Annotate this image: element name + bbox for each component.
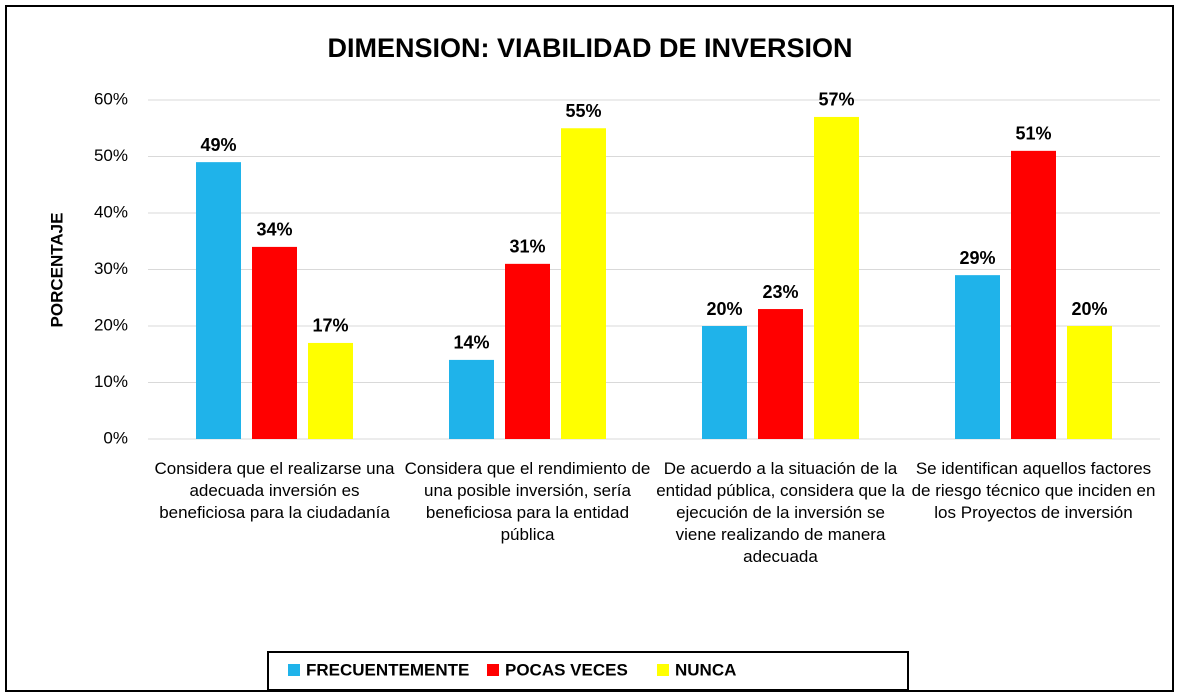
y-tick-label: 10% [94, 372, 128, 391]
bar [196, 162, 241, 439]
data-label: 57% [818, 90, 854, 110]
bar [561, 128, 606, 439]
y-tick-label: 0% [103, 428, 128, 447]
bar [252, 246, 297, 439]
bar [1067, 326, 1112, 439]
legend-swatch [288, 664, 300, 676]
y-tick-label: 60% [94, 89, 128, 108]
bar [955, 275, 1000, 439]
bar [505, 263, 550, 439]
legend-swatch [487, 664, 499, 676]
y-axis-label: PORCENTAJE [47, 213, 66, 328]
data-label: 49% [200, 135, 236, 155]
legend-label: FRECUENTEMENTE [306, 660, 469, 679]
legend-label: NUNCA [675, 660, 736, 679]
data-label: 55% [565, 101, 601, 121]
data-label: 29% [959, 248, 995, 268]
data-label: 51% [1015, 124, 1051, 144]
data-label: 23% [762, 282, 798, 302]
bar [814, 116, 859, 439]
y-tick-label: 20% [94, 315, 128, 334]
bar [308, 342, 353, 439]
y-tick-label: 50% [94, 146, 128, 165]
bar [702, 326, 747, 439]
x-tick-label: Se identifican aquellos factores de ries… [911, 459, 1156, 522]
x-tick-label: Considera que el realizarse una adecuada… [154, 459, 395, 522]
legend-box [267, 651, 909, 691]
bar [758, 309, 803, 439]
legend-label: POCAS VECES [505, 660, 628, 679]
data-label: 14% [453, 333, 489, 353]
data-label: 20% [1071, 299, 1107, 319]
legend-swatch [657, 664, 669, 676]
data-label: 17% [312, 316, 348, 336]
y-tick-label: 40% [94, 202, 128, 221]
data-label: 34% [256, 220, 292, 240]
x-tick-label: De acuerdo a la situación de la entidad … [656, 459, 905, 566]
data-label: 31% [509, 237, 545, 257]
y-tick-label: 30% [94, 259, 128, 278]
bar [1011, 150, 1056, 439]
x-tick-label: Considera que el rendimiento de una posi… [404, 459, 651, 544]
data-label: 20% [706, 299, 742, 319]
chart-title: DIMENSION: VIABILIDAD DE INVERSION [327, 33, 852, 63]
bar [449, 359, 494, 439]
